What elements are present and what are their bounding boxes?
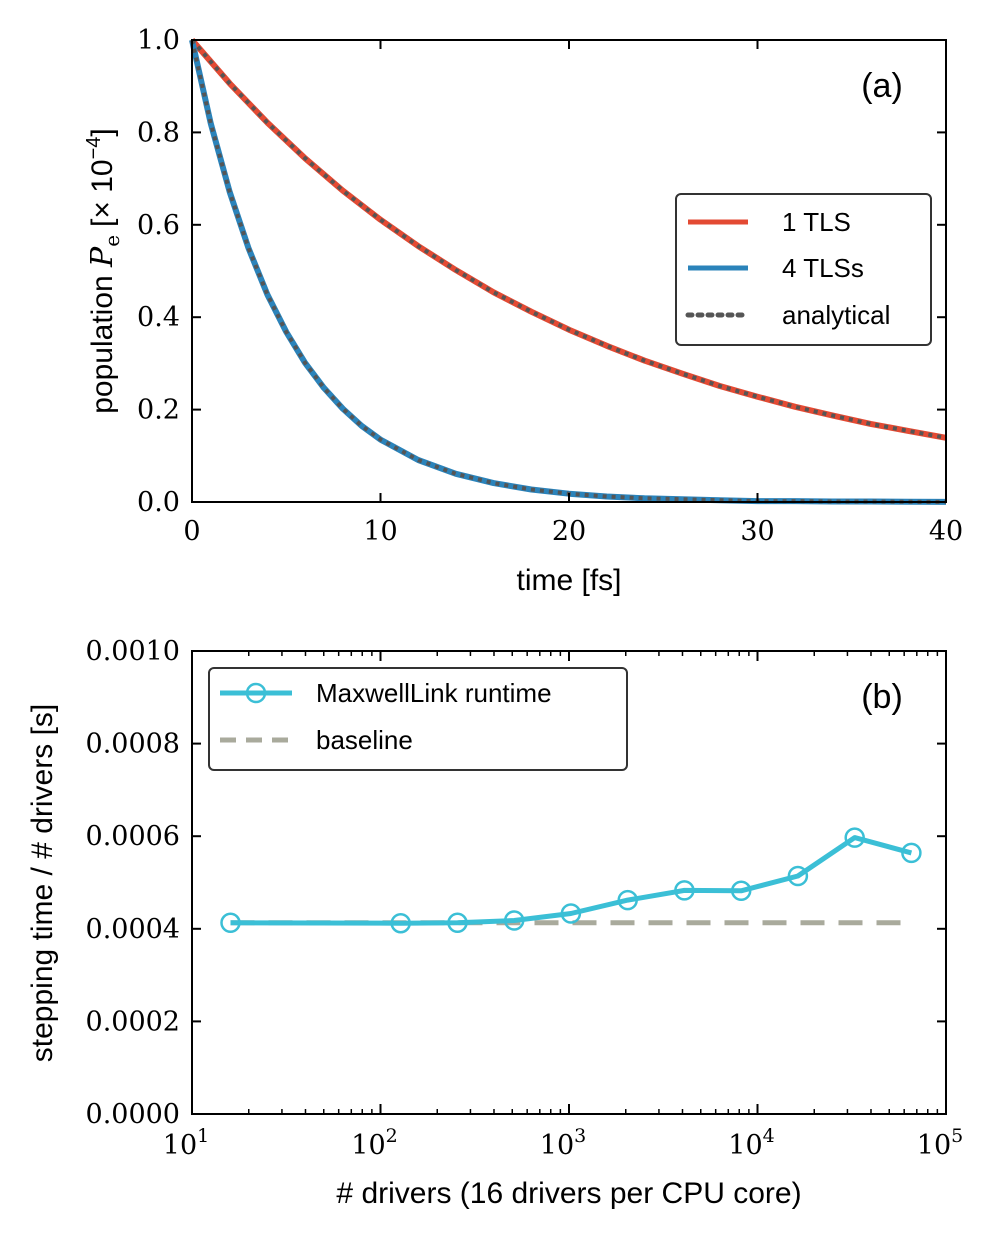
legend-runtime-label: MaxwellLink runtime [316, 678, 552, 708]
panel-b-legend-box [208, 667, 628, 771]
b-xtick-label: 104 [728, 1125, 774, 1161]
b-ytick-label: 0.0008 [86, 729, 180, 760]
a-xtick-label: 10 [363, 516, 397, 547]
b-xtick-label: 103 [540, 1125, 586, 1161]
analytical-line-2 [190, 39, 947, 504]
panel-b-ticks: 101 102 103 104 105 0.0000 0.0002 0.0004 0.0006 0… [86, 636, 964, 1161]
panel-b: 101 102 103 104 105 0.0000 0.0002 0.0004 0.0006 0… [26, 636, 963, 1210]
a-xtick-label: 30 [740, 516, 774, 547]
runtime-point [730, 880, 752, 902]
panel-a-legend-box [675, 193, 932, 346]
runtime-point [617, 889, 638, 911]
panel-a-legend: 1 TLS 4 TLSs analytical [675, 193, 932, 346]
b-ytick-label: 0.0000 [86, 1099, 180, 1130]
a-ytick-label: 0.2 [137, 395, 180, 426]
b-ytick-label: 0.0004 [86, 914, 180, 945]
panel-a-ylabel-close: ] [86, 128, 119, 136]
runtime-point [220, 912, 241, 934]
panel-a-ylabel-exponent: −4 [83, 137, 105, 160]
runtime-point [901, 842, 922, 864]
legend-1tls-label: 1 TLS [782, 207, 851, 237]
runtime-point [674, 880, 695, 901]
panel-a-ticks: 0 10 20 30 40 0.0 0.2 0.4 0.6 0.8 1.0 [137, 25, 963, 547]
runtime-point [844, 827, 865, 848]
b-xtick-label: 102 [351, 1125, 397, 1161]
legend-runtime-swatch-marker [245, 682, 267, 704]
panel-a-ylabel-subscript: e [100, 235, 124, 247]
panel-b-tag: (b) [861, 678, 903, 716]
a-ytick-label: 0.4 [137, 302, 180, 333]
panel-b-ylabel: stepping time / # drivers [s] [26, 704, 59, 1062]
runtime-point [560, 903, 582, 924]
panel-a-ylabel-symbol: P [85, 246, 120, 268]
runtime-point [503, 910, 525, 931]
b-ytick-label: 0.0010 [86, 636, 180, 667]
b-ytick-label: 0.0006 [86, 821, 180, 852]
panel-b-series [220, 827, 922, 934]
a-ytick-label: 0.8 [137, 117, 180, 148]
a-xtick-label: 0 [183, 516, 200, 547]
legend-analytical-label: analytical [782, 300, 890, 330]
panel-b-legend: MaxwellLink runtime baseline [208, 667, 628, 771]
panel-a-xlabel: time [fs] [516, 564, 621, 597]
legend-baseline-label: baseline [316, 725, 413, 755]
runtime-point [447, 912, 468, 934]
b-xtick-label: 105 [917, 1125, 963, 1161]
runtime-point [787, 865, 809, 887]
b-xtick-label: 101 [163, 1125, 209, 1161]
a-ytick-label: 0.0 [137, 487, 180, 518]
runtime-point [390, 912, 411, 934]
analytical-line-1 [190, 38, 947, 440]
series-line-maxwelllink-runtime [230, 835, 913, 926]
a-xtick-label: 20 [552, 516, 586, 547]
a-ytick-label: 1.0 [137, 25, 180, 56]
b-ytick-label: 0.0002 [86, 1006, 180, 1037]
panel-a-ylabel-units: [× 10 [86, 159, 119, 227]
panel-a-ylabel-prefix: population [86, 267, 119, 414]
panel-a: 0 10 20 30 40 0.0 0.2 0.4 0.6 0.8 1.0 (a) time [fs… [83, 25, 963, 597]
panel-b-xlabel: # drivers (16 drivers per CPU core) [336, 1177, 801, 1210]
a-ytick-label: 0.6 [137, 210, 180, 241]
a-xtick-label: 40 [929, 516, 963, 547]
panel-a-ylabel: population Pe [× 10−4] [83, 128, 124, 414]
panel-a-tag: (a) [861, 67, 903, 105]
legend-4tls-label: 4 TLSs [782, 253, 864, 283]
